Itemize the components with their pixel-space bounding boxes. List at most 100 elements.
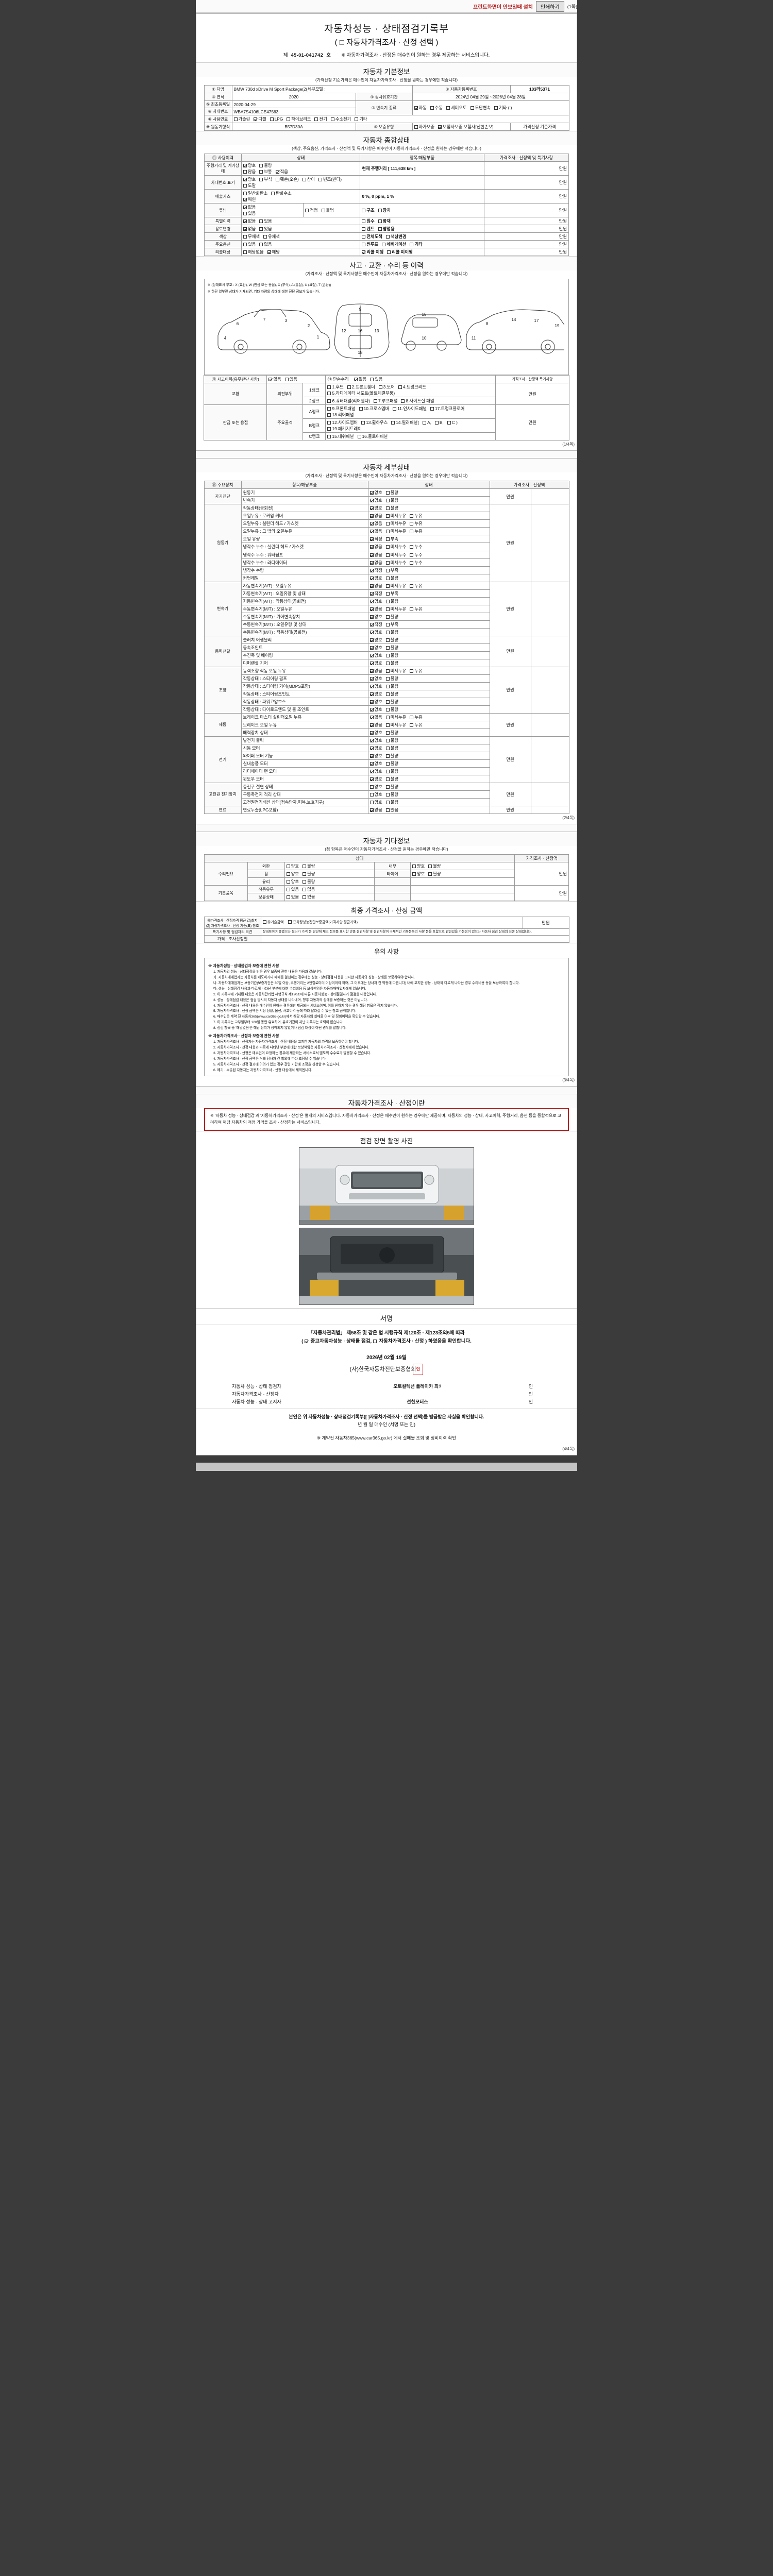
checkbox-icon[interactable]: [385, 723, 390, 727]
checkbox-icon[interactable]: [369, 584, 374, 588]
option[interactable]: 영업용: [378, 226, 395, 232]
detail-state[interactable]: 양호 불량: [367, 743, 490, 752]
etc-state[interactable]: 양호 불량: [284, 877, 375, 886]
option[interactable]: 9.프론트패널: [327, 405, 356, 412]
checkbox-icon[interactable]: [385, 622, 390, 626]
option[interactable]: 해당: [267, 249, 280, 255]
checkbox-icon[interactable]: [412, 865, 416, 869]
option[interactable]: 가솔린: [233, 116, 250, 122]
option[interactable]: 있음: [286, 886, 299, 892]
checkbox-icon[interactable]: [385, 522, 390, 526]
option[interactable]: 훼손(오손): [275, 176, 299, 182]
option[interactable]: 없음: [369, 606, 382, 612]
option[interactable]: 상이: [302, 176, 315, 182]
option[interactable]: 양호: [369, 683, 382, 689]
option[interactable]: 양호: [369, 706, 382, 713]
detail-state[interactable]: 양호 불량: [367, 628, 490, 636]
row-state[interactable]: 없음 있음: [241, 225, 361, 233]
option[interactable]: 무채색: [243, 233, 260, 240]
option[interactable]: 없음: [303, 894, 315, 900]
option[interactable]: 미세누수: [385, 544, 406, 550]
detail-state[interactable]: 없음 미세누유 누유: [367, 519, 490, 528]
option[interactable]: LPG: [270, 116, 283, 122]
checkbox-icon[interactable]: [423, 421, 427, 425]
checkbox-icon[interactable]: [470, 106, 474, 110]
option[interactable]: 있음: [385, 807, 398, 813]
checkbox-icon[interactable]: [385, 537, 390, 541]
checkbox-icon[interactable]: [369, 599, 374, 603]
detail-state[interactable]: 없음 미세누유 누유: [367, 604, 490, 613]
option[interactable]: 없음: [369, 560, 382, 566]
option[interactable]: 기타: [355, 116, 367, 122]
checkbox-icon[interactable]: [369, 545, 374, 549]
checkbox-icon[interactable]: [410, 669, 414, 673]
checkbox-icon[interactable]: [369, 630, 374, 634]
checkbox-icon[interactable]: [385, 591, 390, 596]
option[interactable]: 1.후드: [327, 384, 344, 390]
checkbox-icon[interactable]: [410, 553, 414, 557]
option[interactable]: 7.루프패널: [374, 398, 397, 404]
detail-state[interactable]: 양호 불량: [367, 504, 490, 513]
option[interactable]: 화재: [378, 218, 391, 224]
option[interactable]: 없음: [369, 520, 382, 527]
option[interactable]: 불량: [385, 575, 398, 581]
checkbox-icon[interactable]: [263, 235, 267, 239]
checkbox-icon[interactable]: [494, 106, 498, 110]
checkbox-icon[interactable]: [369, 715, 374, 719]
checkbox-icon[interactable]: [288, 920, 292, 924]
panel-rank1-options[interactable]: 1.후드 2.프론트휀더 3.도어 4.트렁크리드 5.라디에이터 서포트(볼트체결부품…: [325, 383, 496, 398]
checkbox-icon[interactable]: [446, 106, 450, 110]
option[interactable]: 누유: [410, 513, 423, 519]
simple-repair-options[interactable]: 없음 있음: [354, 377, 386, 382]
option[interactable]: 렌트: [362, 226, 375, 232]
checkbox-icon[interactable]: [369, 537, 374, 541]
checkbox-icon[interactable]: [369, 646, 374, 650]
option[interactable]: 누유: [410, 668, 423, 674]
option[interactable]: 양호: [369, 505, 382, 511]
detail-state[interactable]: 양호 불량: [367, 658, 490, 667]
option[interactable]: 없음: [369, 583, 382, 589]
option[interactable]: 있음: [259, 226, 272, 232]
detail-state[interactable]: 양호 불량: [367, 782, 490, 791]
checkbox-icon[interactable]: [414, 125, 418, 129]
option[interactable]: 네비게이션: [382, 241, 406, 247]
checkbox-icon[interactable]: [275, 170, 279, 174]
detail-state[interactable]: 적정 부족: [367, 566, 490, 574]
checkbox-icon[interactable]: [369, 700, 374, 704]
checkbox-icon[interactable]: [378, 209, 382, 213]
option[interactable]: 양호: [369, 675, 382, 682]
checkbox-icon[interactable]: [385, 576, 390, 580]
option[interactable]: 양호: [286, 871, 299, 877]
checkbox-icon[interactable]: [385, 646, 390, 650]
fuel-options[interactable]: 가솔린 디젤 LPG 하이브리드 전기 수소전기 기타: [231, 114, 569, 124]
checkbox-icon[interactable]: [259, 178, 263, 182]
checkbox-icon[interactable]: [262, 920, 266, 924]
detail-state[interactable]: 양호 불량: [367, 635, 490, 644]
option[interactable]: 불량: [303, 871, 315, 877]
option[interactable]: 3.도어: [378, 384, 395, 390]
checkbox-icon[interactable]: [369, 761, 374, 766]
option[interactable]: 양호: [369, 691, 382, 697]
option[interactable]: 불량: [385, 660, 398, 666]
checkbox-icon[interactable]: [410, 561, 414, 565]
checkbox-icon[interactable]: [354, 378, 358, 382]
detail-state[interactable]: 없음 미세누유 누유: [367, 581, 490, 590]
checkbox-icon[interactable]: [393, 407, 397, 411]
option[interactable]: 있음: [259, 218, 272, 224]
checkbox-icon[interactable]: [286, 872, 290, 876]
checkbox-icon[interactable]: [401, 399, 405, 403]
checkbox-icon[interactable]: [369, 661, 374, 665]
checkbox-icon[interactable]: [385, 769, 390, 773]
checkbox-icon[interactable]: [385, 553, 390, 557]
checkbox-icon[interactable]: [268, 378, 273, 382]
checkbox-icon[interactable]: [369, 561, 374, 565]
option[interactable]: 탄화수소: [271, 190, 292, 196]
option[interactable]: 없음: [243, 226, 256, 232]
option[interactable]: 매연: [243, 196, 256, 202]
detail-state[interactable]: 양호 불량: [367, 597, 490, 605]
option[interactable]: 침수: [362, 218, 375, 224]
row-state[interactable]: 해당없음 해당: [241, 248, 361, 257]
option[interactable]: 있음: [370, 376, 383, 382]
checkbox-icon[interactable]: [385, 738, 390, 742]
state-extra[interactable]: 적법 불법: [303, 203, 361, 218]
